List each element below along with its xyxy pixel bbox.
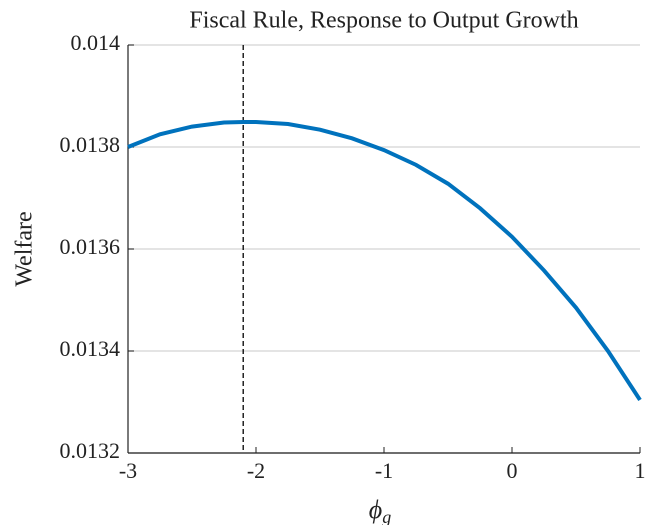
x-tick-label: -2 <box>247 458 265 483</box>
y-tick-label: 0.0136 <box>60 234 121 259</box>
x-tick-label: 0 <box>507 458 518 483</box>
y-tick-label: 0.014 <box>71 30 121 55</box>
data-line <box>127 120 642 402</box>
x-tick-label: -1 <box>375 458 393 483</box>
y-tick-label: 0.0138 <box>60 132 121 157</box>
x-tick-label: 1 <box>635 458 646 483</box>
x-tick-label: -3 <box>119 458 137 483</box>
y-tick-label: 0.0132 <box>60 438 121 463</box>
x-axis-label: ϕg <box>369 495 391 525</box>
x-axis-subscript: g <box>382 507 391 525</box>
y-tick-label: 0.0134 <box>60 336 121 361</box>
y-axis-label: Welfare <box>12 211 38 286</box>
chart-title: Fiscal Rule, Response to Output Growth <box>189 8 578 34</box>
x-axis-symbol: ϕ <box>369 495 382 524</box>
